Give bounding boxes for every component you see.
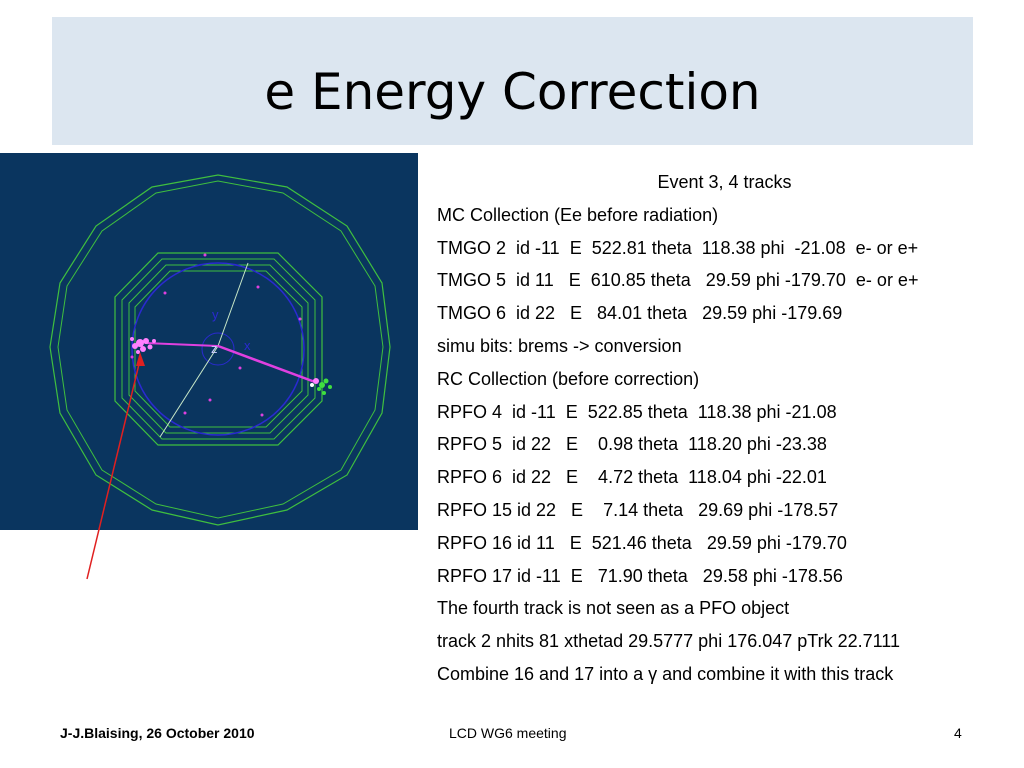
detail-line: RPFO 15 id 22 E 7.14 theta 29.69 phi -17… [437,499,839,520]
page-number: 4 [954,725,962,741]
detail-line: simu bits: brems -> conversion [437,335,682,356]
detail-line: MC Collection (Ee before radiation) [437,204,719,225]
detail-line: TMGO 2 id -11 E 522.81 theta 118.38 phi … [437,237,919,258]
axis-z-label: z [211,341,218,356]
display-background [0,153,418,530]
outer-detector-ring [49,174,391,526]
detail-line: The fourth track is not seen as a PFO ob… [437,598,790,619]
title-box: e Energy Correction [52,17,973,145]
magenta-track [217,344,316,384]
detail-line: RPFO 5 id 22 E 0.98 theta 118.20 phi -23… [437,434,827,455]
tracker-circle [131,262,305,436]
event-heading: Event 3, 4 tracks [657,172,792,192]
right-hit-cluster [310,378,332,395]
detail-line: track 2 nhits 81 xthetad 29.5777 phi 176… [437,631,900,652]
footer-author-date: J-J.Blaising, 26 October 2010 [60,725,255,741]
footer-meeting: LCD WG6 meeting [449,725,567,741]
axis-y-label: y [212,307,219,322]
detail-line: TMGO 5 id 11 E 610.85 theta 29.59 phi -1… [437,270,919,291]
detail-line: RPFO 17 id -11 E 71.90 theta 29.58 phi -… [437,565,843,586]
detail-line: RPFO 4 id -11 E 522.85 theta 118.38 phi … [437,401,837,422]
detail-line: Combine 16 and 17 into a γ and combine i… [437,663,894,684]
axis-x-label: x [244,338,251,353]
detail-line: RPFO 16 id 11 E 521.46 theta 29.59 phi -… [437,532,847,553]
track-line [217,262,249,347]
slide-title: e Energy Correction [264,63,761,121]
event-display-image: y z x [0,153,418,530]
detail-line: TMGO 6 id 22 E 84.01 theta 29.59 phi -17… [437,303,843,324]
inner-detector-octagon [114,252,323,446]
event-details: Event 3, 4 tracks MC Collection (Ee befo… [437,166,1017,691]
detail-line: RC Collection (before correction) [437,368,700,389]
detail-line: RPFO 6 id 22 E 4.72 theta 118.04 phi -22… [437,467,827,488]
